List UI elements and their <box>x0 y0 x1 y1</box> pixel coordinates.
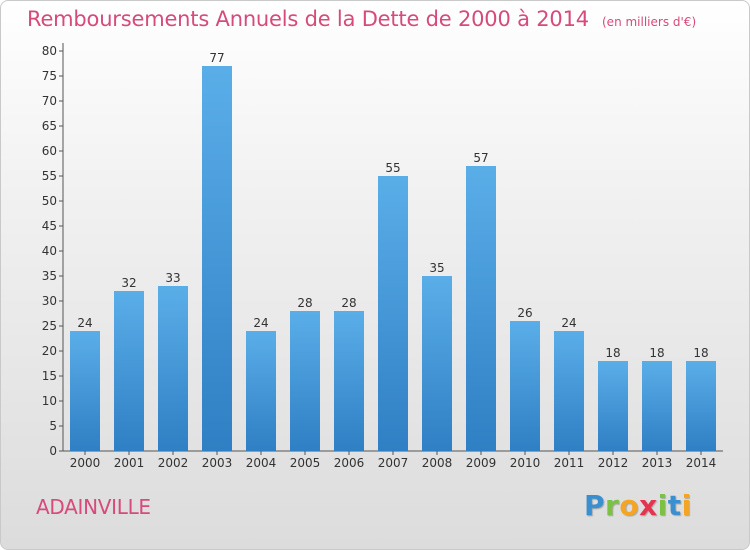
bar <box>246 331 276 451</box>
x-tick-label: 2009 <box>466 456 497 470</box>
bar <box>158 286 188 451</box>
x-tick-label: 2004 <box>246 456 277 470</box>
x-tick-label: 2008 <box>422 456 453 470</box>
bar-value-label: 26 <box>517 306 532 320</box>
bar <box>202 66 232 451</box>
bar <box>686 361 716 451</box>
x-tick-label: 2001 <box>114 456 145 470</box>
logo-letter: r <box>605 489 620 522</box>
bar <box>114 291 144 451</box>
commune-name: ADAINVILLE <box>36 495 151 519</box>
x-tick-label: 2002 <box>158 456 189 470</box>
y-tick-label: 40 <box>42 244 57 258</box>
bar <box>422 276 452 451</box>
y-tick-label: 45 <box>42 219 57 233</box>
y-tick-label: 65 <box>42 119 57 133</box>
y-tick-label: 75 <box>42 69 57 83</box>
logo-letter: o <box>619 489 640 522</box>
logo-letter: t <box>667 489 682 522</box>
bar-value-label: 77 <box>209 51 224 65</box>
bar-value-label: 18 <box>605 346 620 360</box>
y-tick-label: 80 <box>42 44 57 58</box>
y-tick-label: 35 <box>42 269 57 283</box>
bar <box>378 176 408 451</box>
x-tick-label: 2005 <box>290 456 321 470</box>
y-tick-label: 5 <box>49 419 57 433</box>
y-tick-label: 20 <box>42 344 57 358</box>
x-tick-label: 2012 <box>598 456 629 470</box>
bar <box>554 331 584 451</box>
proxiti-logo: Proxiti <box>584 489 692 522</box>
bar-value-label: 28 <box>341 296 356 310</box>
bar-value-label: 33 <box>165 271 180 285</box>
x-tick-label: 2011 <box>554 456 585 470</box>
bar-value-label: 57 <box>473 151 488 165</box>
bar <box>70 331 100 451</box>
logo-letter: i <box>657 489 668 522</box>
bar-value-label: 24 <box>77 316 92 330</box>
y-tick-label: 15 <box>42 369 57 383</box>
x-tick-label: 2007 <box>378 456 409 470</box>
bar <box>510 321 540 451</box>
y-tick-label: 55 <box>42 169 57 183</box>
x-tick-label: 2010 <box>510 456 541 470</box>
y-tick-label: 0 <box>49 444 57 458</box>
bar-value-label: 35 <box>429 261 444 275</box>
bar-value-label: 28 <box>297 296 312 310</box>
y-tick-label: 70 <box>42 94 57 108</box>
bar-value-label: 18 <box>693 346 708 360</box>
y-tick-label: 30 <box>42 294 57 308</box>
x-tick-label: 2013 <box>642 456 673 470</box>
logo-letter: x <box>639 489 658 522</box>
bar-value-label: 24 <box>253 316 268 330</box>
chart-title: Remboursements Annuels de la Dette de 20… <box>27 7 589 31</box>
x-tick-label: 2014 <box>686 456 717 470</box>
bar-value-label: 55 <box>385 161 400 175</box>
chart-unit: (en milliers d'€) <box>602 15 697 29</box>
chart-title-row: Remboursements Annuels de la Dette de 20… <box>27 7 696 31</box>
y-tick-label: 50 <box>42 194 57 208</box>
y-tick-label: 60 <box>42 144 57 158</box>
logo-letter: i <box>681 489 692 522</box>
bar <box>642 361 672 451</box>
x-tick-label: 2000 <box>70 456 101 470</box>
x-tick-label: 2006 <box>334 456 365 470</box>
logo-letter: P <box>584 489 606 522</box>
y-tick-label: 10 <box>42 394 57 408</box>
bar-value-label: 32 <box>121 276 136 290</box>
bar-value-label: 24 <box>561 316 576 330</box>
bar <box>334 311 364 451</box>
x-tick-label: 2003 <box>202 456 233 470</box>
bar <box>598 361 628 451</box>
y-tick-label: 25 <box>42 319 57 333</box>
bar <box>466 166 496 451</box>
bar-value-label: 18 <box>649 346 664 360</box>
bar <box>290 311 320 451</box>
